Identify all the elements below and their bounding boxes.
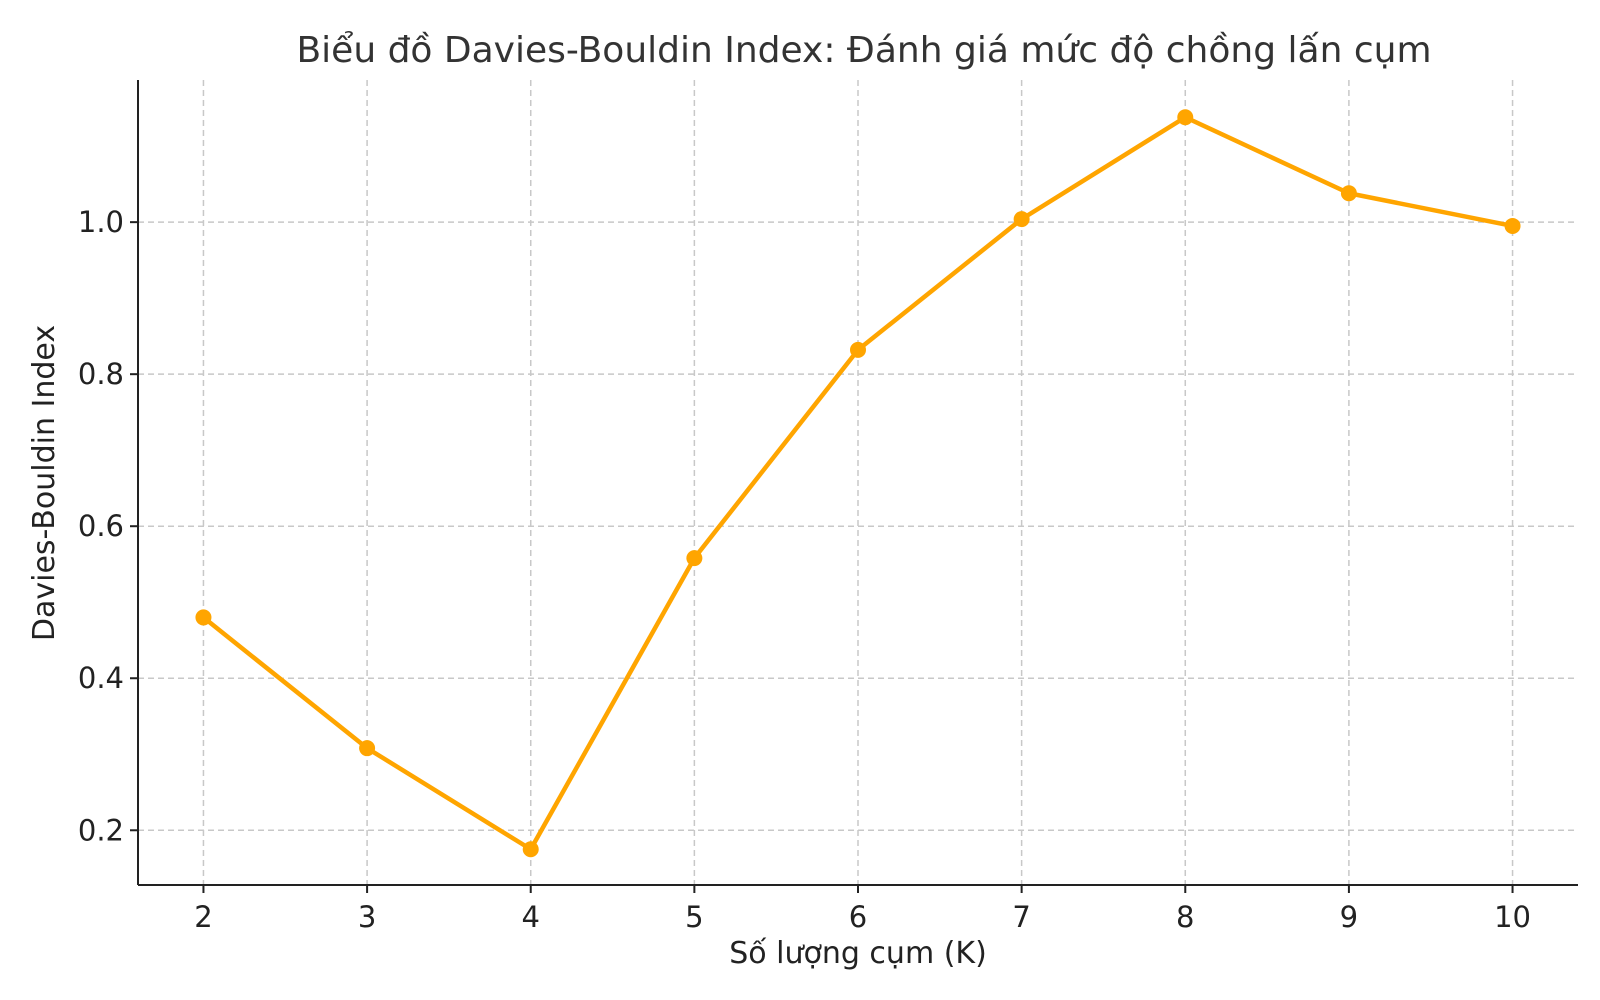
y-tick-label: 0.2: [78, 813, 124, 847]
x-tick-label: 10: [1494, 900, 1531, 934]
x-tick-label: 9: [1340, 900, 1358, 934]
data-point: [1177, 109, 1194, 126]
y-tick-label: 0.8: [78, 357, 124, 391]
data-point: [850, 341, 866, 358]
y-axis-label: Davies-Bouldin Index: [27, 325, 62, 641]
grid: [138, 80, 1578, 885]
y-tick-label: 0.4: [78, 661, 124, 695]
x-tick-label: 7: [1012, 900, 1030, 934]
x-tick-label: 4: [522, 900, 540, 934]
x-tick-label: 2: [194, 900, 212, 934]
x-tick-label: 8: [1176, 900, 1194, 934]
x-axis-label: Số lượng cụm (K): [729, 936, 987, 971]
x-ticks: 2 3 4 5 6 7 8 9 10: [194, 885, 1531, 934]
data-point: [1340, 185, 1357, 202]
data-point: [359, 740, 376, 757]
x-tick-label: 5: [685, 900, 703, 934]
x-tick-label: 6: [849, 900, 867, 934]
series-group: [195, 109, 1521, 858]
data-point: [195, 609, 212, 626]
y-ticks: 0.2 0.4 0.6 0.8 1.0: [78, 205, 138, 847]
x-tick-label: 3: [358, 900, 376, 934]
chart-title: Biểu đồ Davies-Bouldin Index: Đánh giá m…: [296, 30, 1431, 71]
data-point: [1013, 211, 1030, 228]
y-tick-label: 1.0: [78, 205, 124, 239]
y-tick-label: 0.6: [78, 509, 124, 543]
data-point: [522, 841, 539, 858]
data-point: [686, 550, 703, 567]
data-point: [1504, 217, 1521, 234]
